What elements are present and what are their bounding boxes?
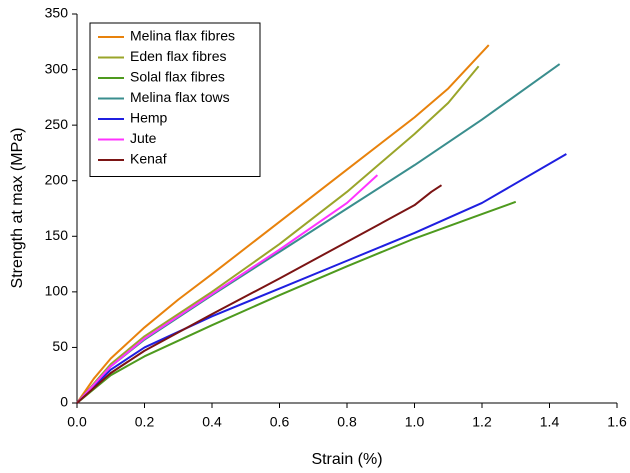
x-tick-label: 0.2 xyxy=(135,414,155,430)
y-tick-label: 350 xyxy=(45,5,69,21)
series-line xyxy=(76,44,490,404)
legend-label: Melina flax tows xyxy=(130,89,230,105)
y-tick-label: 150 xyxy=(45,227,69,243)
series-line xyxy=(76,153,567,404)
legend-label: Solal flax fibres xyxy=(130,69,225,85)
x-tick-label: 1.6 xyxy=(607,414,627,430)
x-tick-label: 1.0 xyxy=(405,414,425,430)
legend-label: Kenaf xyxy=(130,151,167,167)
series-line xyxy=(76,174,379,404)
x-tick-label: 0.4 xyxy=(202,414,222,430)
y-axis-label: Strength at max (MPa) xyxy=(9,128,26,289)
x-tick-label: 0.0 xyxy=(67,414,87,430)
legend-box xyxy=(89,22,261,177)
y-tick-label: 100 xyxy=(45,283,69,299)
y-tick-label: 50 xyxy=(52,338,68,354)
legend-label: Melina flax fibres xyxy=(130,28,235,44)
y-tick-label: 250 xyxy=(45,116,69,132)
legend-label: Eden flax fibres xyxy=(130,48,227,64)
y-tick-label: 300 xyxy=(45,60,69,76)
series-line xyxy=(76,65,480,404)
series-line xyxy=(76,200,517,404)
x-tick-label: 1.2 xyxy=(472,414,492,430)
y-tick-label: 0 xyxy=(60,394,68,410)
legend-label: Hemp xyxy=(130,110,168,126)
x-axis-label: Strain (%) xyxy=(311,451,382,468)
x-tick-label: 1.4 xyxy=(540,414,560,430)
x-tick-label: 0.6 xyxy=(270,414,290,430)
series-line xyxy=(76,184,443,404)
legend-label: Jute xyxy=(130,130,157,146)
x-tick-label: 0.8 xyxy=(337,414,357,430)
y-tick-label: 200 xyxy=(45,171,69,187)
